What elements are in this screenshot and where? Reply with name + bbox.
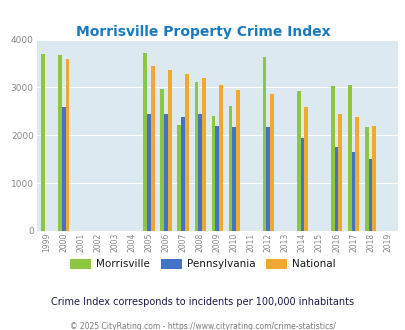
Bar	[270, 94, 273, 231]
Bar	[300, 138, 304, 231]
Legend: Morrisville, Pennsylvania, National: Morrisville, Pennsylvania, National	[66, 255, 339, 274]
Bar	[296, 91, 300, 231]
Bar	[202, 78, 205, 231]
Bar	[371, 126, 375, 231]
Bar	[364, 127, 368, 231]
Bar	[151, 66, 154, 231]
Bar	[354, 116, 358, 231]
Bar	[215, 126, 219, 231]
Bar	[164, 114, 168, 231]
Bar	[232, 127, 236, 231]
Bar	[185, 74, 188, 231]
Bar	[198, 114, 202, 231]
Bar	[330, 85, 334, 231]
Bar	[41, 54, 45, 231]
Bar	[143, 53, 147, 231]
Bar	[351, 152, 354, 231]
Bar	[62, 107, 66, 231]
Text: © 2025 CityRating.com - https://www.cityrating.com/crime-statistics/: © 2025 CityRating.com - https://www.city…	[70, 322, 335, 330]
Bar	[337, 114, 341, 231]
Bar	[228, 106, 232, 231]
Bar	[194, 82, 198, 231]
Bar	[304, 107, 307, 231]
Bar	[347, 85, 351, 231]
Bar	[66, 59, 69, 231]
Bar	[147, 114, 151, 231]
Bar	[368, 159, 371, 231]
Bar	[160, 89, 164, 231]
Bar	[262, 57, 266, 231]
Bar	[58, 55, 62, 231]
Bar	[266, 127, 270, 231]
Bar	[334, 147, 337, 231]
Bar	[177, 125, 181, 231]
Bar	[219, 84, 222, 231]
Bar	[211, 116, 215, 231]
Bar	[168, 70, 171, 231]
Bar	[181, 116, 185, 231]
Text: Crime Index corresponds to incidents per 100,000 inhabitants: Crime Index corresponds to incidents per…	[51, 297, 354, 307]
Text: Morrisville Property Crime Index: Morrisville Property Crime Index	[75, 25, 330, 39]
Bar	[236, 90, 239, 231]
